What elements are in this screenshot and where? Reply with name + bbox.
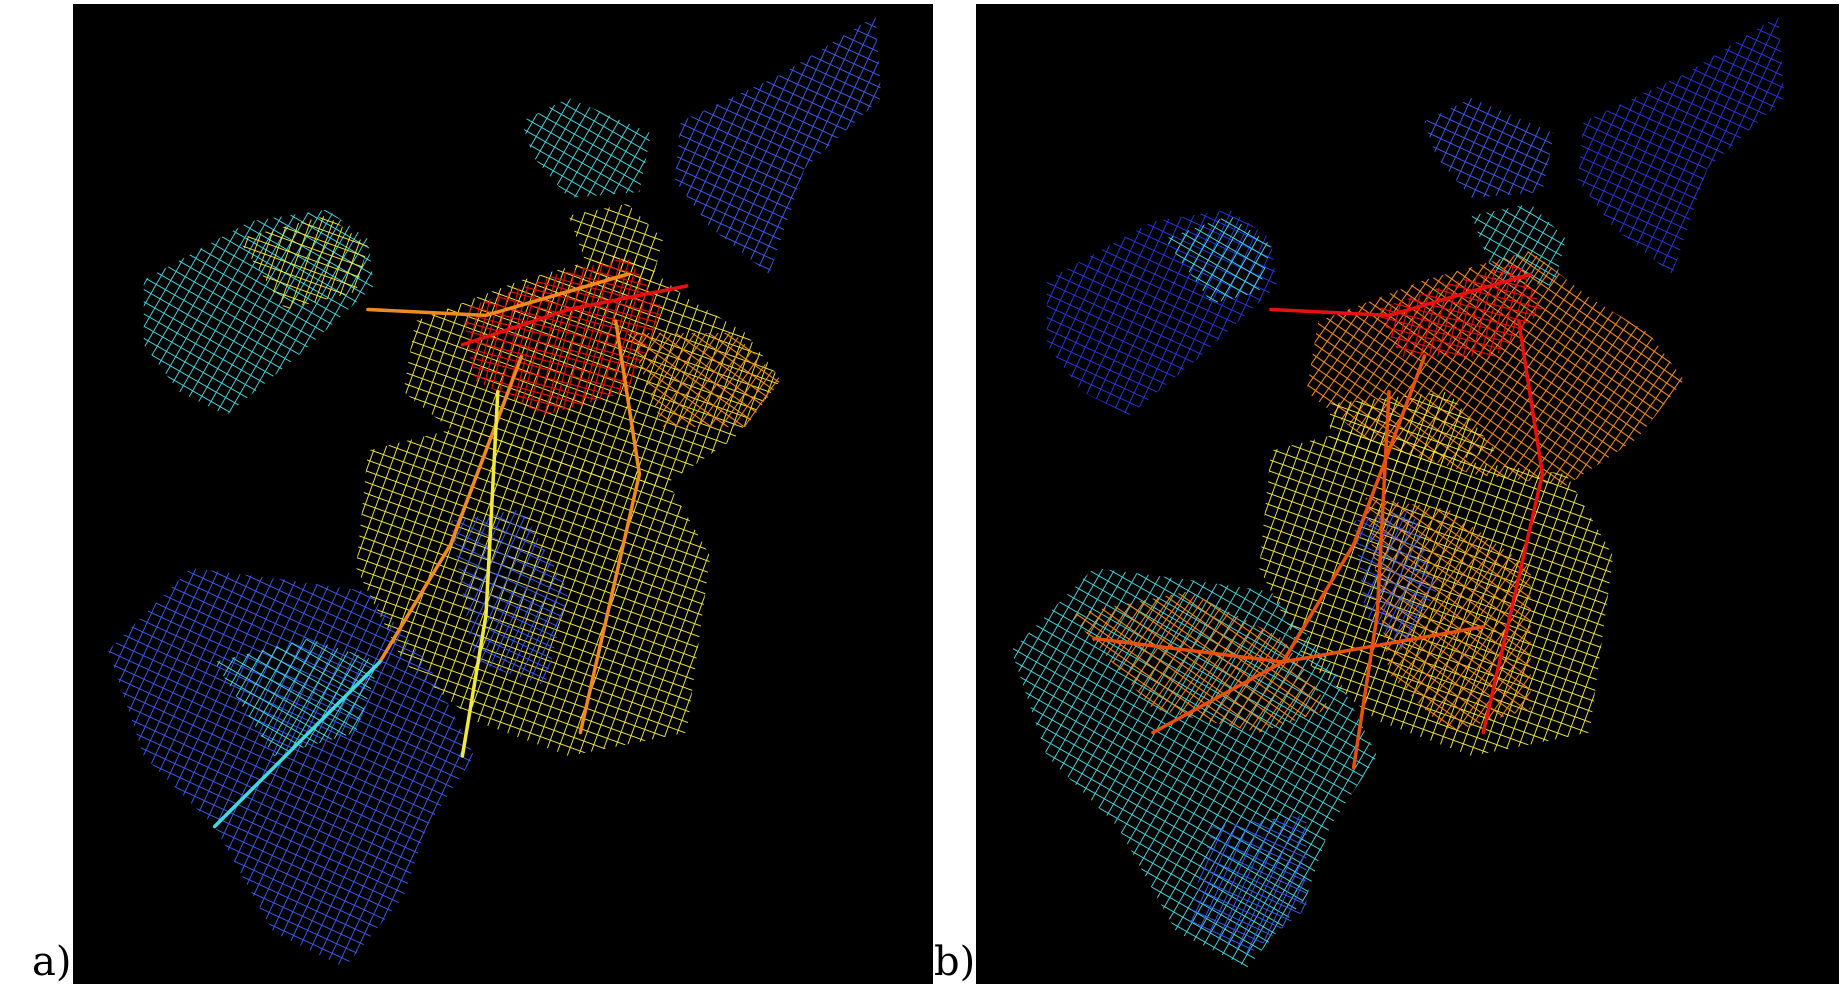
panel-a: a) [32, 4, 933, 985]
street-map [1011, 15, 1785, 968]
panel-b: b) [934, 4, 1839, 985]
panel-label: a) [32, 939, 71, 985]
street-map [108, 15, 882, 968]
panel-label: b) [934, 939, 975, 985]
